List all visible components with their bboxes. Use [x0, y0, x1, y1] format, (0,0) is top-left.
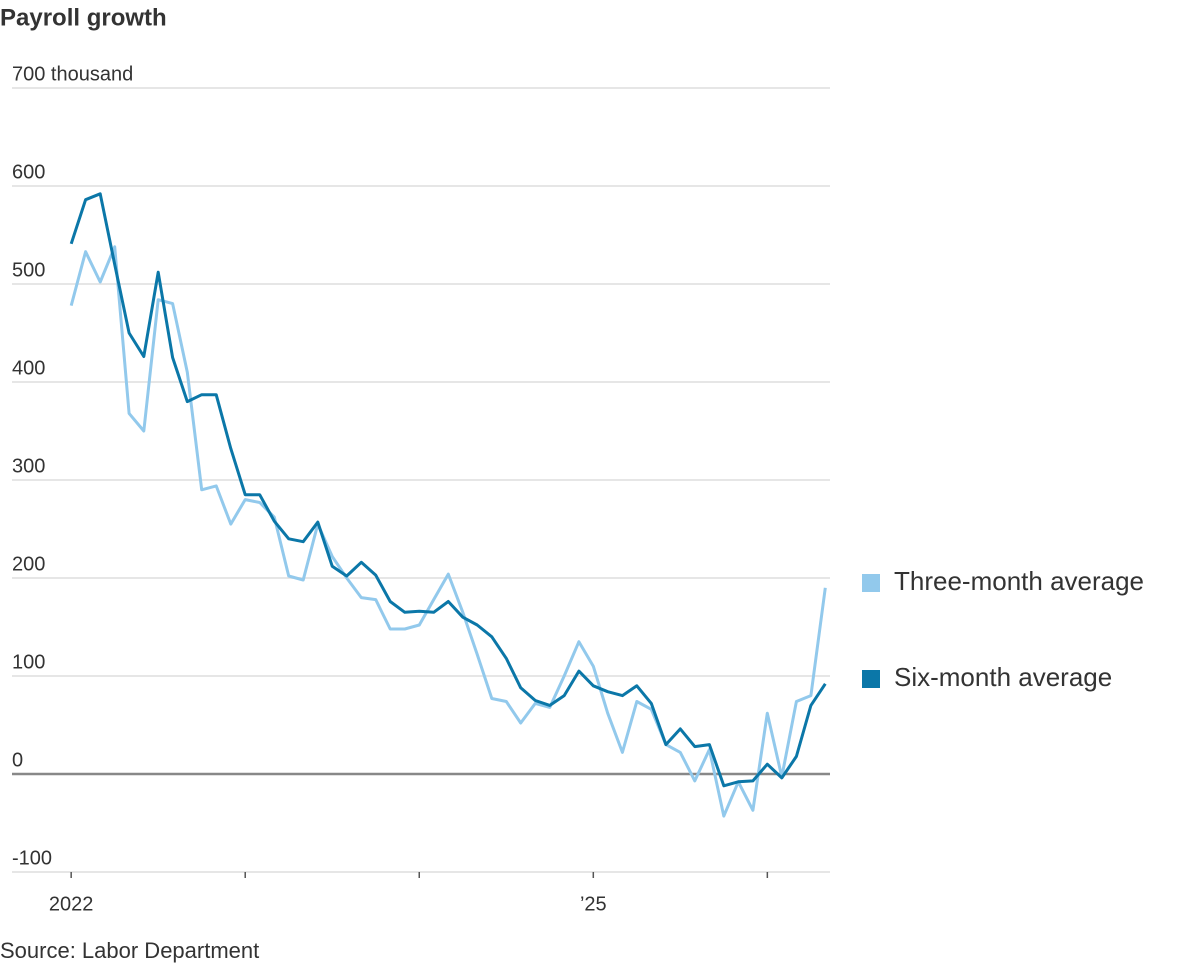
x-tick-label: ’25: [580, 893, 607, 915]
series-line: [69, 245, 827, 818]
y-tick-label: 300: [12, 455, 45, 477]
y-tick-label: 0: [12, 749, 23, 771]
y-tick-label: -100: [12, 847, 52, 869]
y-tick-label: 400: [12, 357, 45, 379]
source: Source: Labor Department: [0, 938, 259, 963]
legend-swatch: [862, 574, 880, 592]
chart-title: Payroll growth: [0, 4, 167, 31]
y-tick-label: 600: [12, 161, 45, 183]
y-tick-label: 100: [12, 651, 45, 673]
legend-swatch: [862, 670, 880, 688]
y-tick-label: 700 thousand: [12, 63, 133, 85]
legend-label: Three-month average: [894, 566, 1144, 596]
series-line: [69, 192, 827, 788]
y-tick-label: 200: [12, 553, 45, 575]
legend-label: Six-month average: [894, 662, 1112, 692]
x-tick-label: 2022: [49, 893, 94, 915]
y-tick-label: 500: [12, 259, 45, 281]
